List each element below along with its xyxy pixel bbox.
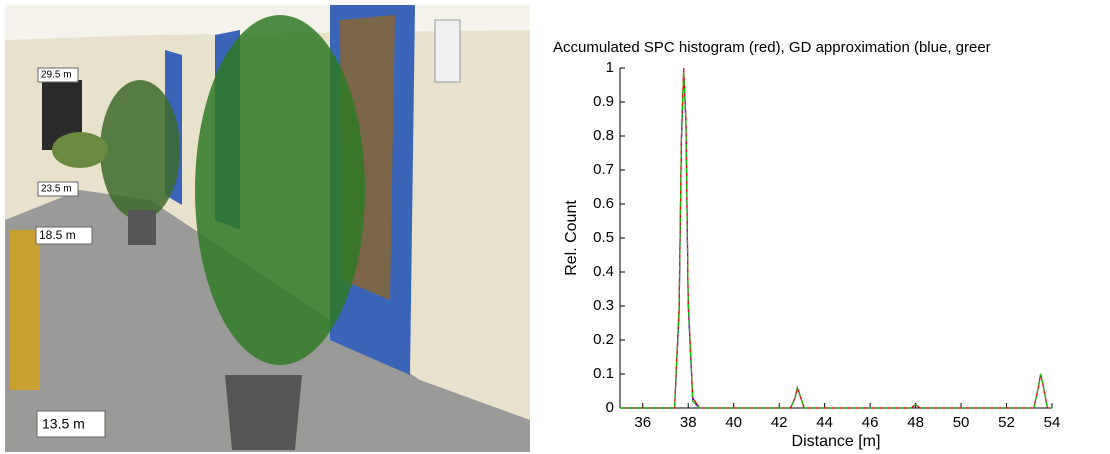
photo: 29.5 m 23.5 m 18.5 m 13.5 m <box>5 5 530 452</box>
y-tick-label: 0.5 <box>593 229 614 246</box>
pot <box>128 210 156 245</box>
label-box <box>37 67 79 83</box>
y-tick-label: 0.1 <box>593 365 614 382</box>
x-tick-label: 44 <box>816 414 833 431</box>
label-box <box>37 181 79 197</box>
y-tick-label: 0.2 <box>593 331 614 348</box>
x-tick-label: 48 <box>907 414 924 431</box>
x-tick-label: 42 <box>771 414 788 431</box>
x-tick-label: 46 <box>862 414 879 431</box>
y-tick-label: 0.6 <box>593 195 614 212</box>
distance-label: 29.5 m <box>41 70 72 81</box>
poster <box>434 19 461 83</box>
y-tick-label: 0.3 <box>593 297 614 314</box>
label-box <box>36 410 106 438</box>
x-tick-label: 52 <box>998 414 1015 431</box>
y-tick-label: 0.9 <box>593 93 614 110</box>
x-tick-label: 54 <box>1044 414 1061 431</box>
y-tick-label: 0.7 <box>593 161 614 178</box>
y-tick-label: 0 <box>606 399 614 416</box>
chart-title: Accumulated SPC histogram (red), GD appr… <box>553 39 991 56</box>
x-axis-label: Distance [m] <box>792 433 881 450</box>
x-tick-label: 40 <box>725 414 742 431</box>
series-line <box>620 71 1052 409</box>
plant <box>195 15 365 365</box>
y-axis-label: Rel. Count <box>563 200 580 276</box>
x-tick-label: 36 <box>634 414 651 431</box>
y-tick-label: 0.4 <box>593 263 614 280</box>
series-line <box>620 67 1052 409</box>
plant <box>52 132 108 168</box>
x-tick-label: 38 <box>680 414 697 431</box>
series-line <box>620 71 1052 409</box>
label-box <box>35 226 93 245</box>
distance-label: 23.5 m <box>41 184 72 195</box>
distance-label: 18.5 m <box>39 228 76 242</box>
plant <box>100 80 180 220</box>
y-tick-label: 1 <box>606 59 614 76</box>
pot <box>225 375 302 450</box>
distance-label: 13.5 m <box>42 416 85 432</box>
x-tick-label: 50 <box>953 414 970 431</box>
tube <box>10 230 40 390</box>
y-tick-label: 0.8 <box>593 127 614 144</box>
